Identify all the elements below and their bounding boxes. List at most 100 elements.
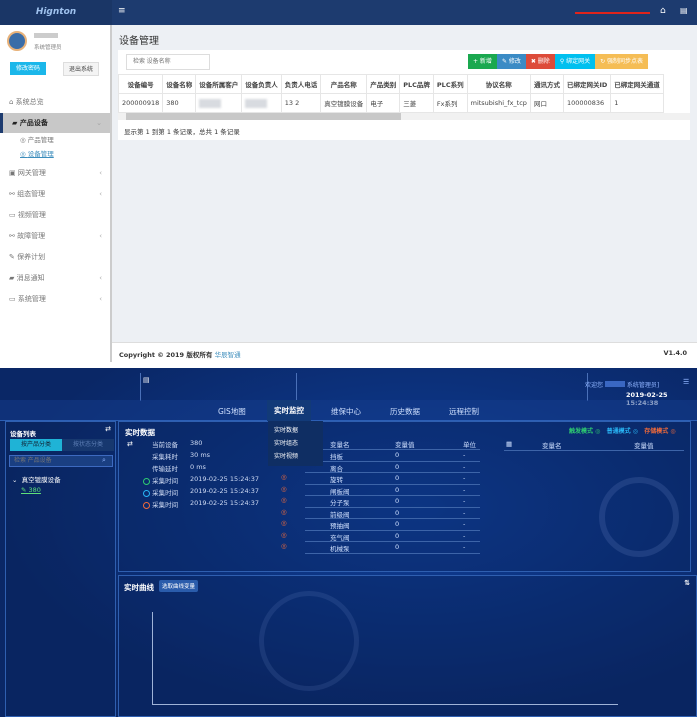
variable-row: ◎ 分子泵 0- <box>281 496 480 508</box>
tab-maintenance[interactable]: 维保中心 <box>331 407 361 416</box>
sidebar-item-system[interactable]: ▭ 系统管理 ‹ <box>9 295 102 303</box>
column-header[interactable]: 已绑定网关通道 <box>610 74 664 94</box>
document-icon[interactable]: ▤ <box>143 376 150 384</box>
alarm-circle-icon: ◎ <box>281 496 287 504</box>
add-button[interactable]: + 新增 <box>468 54 497 69</box>
menu-toggle-icon[interactable]: ≡ <box>118 6 126 16</box>
swap-icon[interactable]: ⇄ <box>127 440 133 448</box>
sidebar-item-messages[interactable]: ▰ 消息通知 ‹ <box>9 274 102 282</box>
realtime-dropdown: 实时数据 实时组态 实时视频 <box>268 421 323 466</box>
dropdown-item-config[interactable]: 实时组态 <box>274 440 299 447</box>
sidebar-item-config[interactable]: ⚯ 组态管理 ‹ <box>9 190 102 198</box>
alarm-circle-icon: ◎ <box>281 473 287 481</box>
wrench-icon: ✎ <box>9 253 18 261</box>
gateway-icon: ▣ <box>9 169 18 177</box>
version: V1.4.0 <box>663 349 687 357</box>
submenu-product-management[interactable]: ◎ 产品管理 <box>20 136 54 144</box>
mode-normal[interactable]: 普通模式 ◎ <box>606 428 638 435</box>
alarm-circle-icon: ◎ <box>281 507 287 516</box>
device-list-panel: 设备列表 ⇄ 按产品分类 按状态分类 ⌕ ⌄ 真空镀膜设备 ✎ 380 <box>5 421 116 717</box>
tab-history[interactable]: 历史数据 <box>390 407 420 416</box>
main-nav: GIS地图 实时监控 维保中心 历史数据 远程控制 <box>0 400 697 421</box>
column-header[interactable]: 已绑定网关ID <box>562 74 612 94</box>
device-table: 设备编号 设备名称 设备所属客户 设备负责人 负责人电话 产品名称 产品类别 PLC品牌 PLC… <box>118 74 664 113</box>
decorative-ring <box>259 591 359 691</box>
pagination-info: 显示第 1 到第 1 条记录，总共 1 条记录 <box>124 128 240 136</box>
dropdown-item-video[interactable]: 实时视频 <box>274 453 299 460</box>
edit-button[interactable]: ✎ 修改 <box>496 54 526 69</box>
alarm-circle-icon: ◎ <box>281 542 287 550</box>
column-header[interactable]: 产品类别 <box>366 74 401 94</box>
mode-legend: 触发模式 ◎ 普通模式 ◎ 存储模式 ◎ <box>569 426 676 435</box>
tree-item-device[interactable]: ✎ 380 <box>21 486 41 494</box>
variable-row: 离合 0- <box>305 462 480 473</box>
sidebar-item-overview[interactable]: ⌂ 系统总览 <box>9 98 44 106</box>
home-icon[interactable]: ⌂ <box>660 6 666 16</box>
monitor-icon: ▭ <box>9 295 18 303</box>
red-arrow-annotation <box>575 12 650 14</box>
variable-row: ◎ 旋转 0- <box>281 473 480 485</box>
collect-time-row: 采集时间 2019-02-25 15:24:37 <box>143 487 259 497</box>
column-header[interactable]: PLC系列 <box>432 74 468 94</box>
bind-gateway-button[interactable]: ⚲ 绑定网关 <box>554 54 596 69</box>
admin-screenshot: ≡ ⌂ ▤ Hignton 系统管理员 修改密码 退出系统 ⌂ 系统总览 ▰ 产… <box>0 0 697 362</box>
sidebar-item-gateway[interactable]: ▣ 网关管理 ‹ <box>9 169 102 177</box>
submenu-device-management[interactable]: ◎ 设备管理 <box>20 150 54 158</box>
variable-row: 挡板 0- <box>305 450 480 462</box>
device-table-box: + 新增 ✎ 修改 ✖ 删除 ⚲ 绑定网关 ↻ 强制同步点表 设备编号设备名称设… <box>118 50 690 140</box>
top-header: ≡ ⌂ ▤ <box>0 0 697 25</box>
menu-icon[interactable]: ☰ <box>683 378 690 386</box>
column-header[interactable]: PLC品牌 <box>399 74 434 94</box>
dropdown-item-data[interactable]: 实时数据 <box>274 427 299 434</box>
curve-y-axis <box>152 612 153 704</box>
sidebar-item-video[interactable]: ▭ 视频管理 <box>9 211 46 219</box>
device-search-input[interactable] <box>126 54 210 70</box>
column-header[interactable]: 设备名称 <box>162 74 197 94</box>
column-header[interactable]: 负责人电话 <box>280 74 322 94</box>
status-circle-icon <box>143 477 150 485</box>
column-header[interactable]: 产品名称 <box>320 74 368 94</box>
tab-realtime[interactable]: 实时监控 <box>267 400 311 421</box>
logout-button[interactable]: 退出系统 <box>63 62 100 76</box>
tab-by-product[interactable]: 按产品分类 <box>10 439 62 451</box>
column-header[interactable]: 通讯方式 <box>529 74 564 94</box>
company-link[interactable]: 华辰智通 <box>214 351 241 359</box>
blurred-customer <box>199 98 222 108</box>
search-icon[interactable]: ⌕ <box>102 456 106 464</box>
username-blurred <box>34 33 58 38</box>
sidebar-item-fault[interactable]: ⚯ 故障管理 ‹ <box>9 232 102 240</box>
mode-trigger[interactable]: 触发模式 ◎ <box>569 428 601 435</box>
horizontal-scrollbar[interactable] <box>118 113 690 120</box>
tree-group[interactable]: ⌄ 真空镀膜设备 <box>12 476 61 484</box>
tab-gis[interactable]: GIS地图 <box>218 407 246 416</box>
avatar <box>7 31 27 51</box>
curve-x-axis <box>152 704 618 705</box>
column-header[interactable]: 设备负责人 <box>241 74 282 94</box>
delete-button[interactable]: ✖ 删除 <box>525 54 555 69</box>
change-password-button[interactable]: 修改密码 <box>10 62 47 75</box>
footer: Copyright © 2019 版权所有 华辰智通 V1.4.0 <box>112 342 697 362</box>
alarm-circle-icon: ◎ <box>281 519 287 527</box>
collect-time-row: 采集时间 2019-02-25 15:24:37 <box>143 475 259 485</box>
mode-storage[interactable]: 存储模式 ◎ <box>644 428 676 435</box>
sidebar-item-product-device[interactable]: ▰ 产品设备 ⌄ <box>0 113 110 133</box>
tab-remote[interactable]: 远程控制 <box>449 407 479 416</box>
swap-icon[interactable]: ⇄ <box>105 425 111 433</box>
column-header[interactable]: 设备所属客户 <box>195 74 243 94</box>
device-search-input[interactable] <box>9 455 113 467</box>
document-icon[interactable]: ▤ <box>680 6 688 15</box>
table-row[interactable]: 200000918 380 13 2 真空镀膜设备 电子 三菱 Fx系列 mit… <box>118 93 664 113</box>
variable-row: ◎ 前级阀 0- <box>281 508 480 519</box>
monitor-icon: ▭ <box>9 211 18 219</box>
select-curve-variable-button[interactable]: 选取曲线变量 <box>159 580 199 592</box>
page-title: 设备管理 <box>119 36 159 47</box>
share-icon: ⚯ <box>9 232 18 240</box>
sort-icon[interactable]: ⇅ <box>684 579 690 587</box>
tab-by-status[interactable]: 按状态分类 <box>62 439 114 451</box>
column-header[interactable]: 设备编号 <box>118 74 164 94</box>
variable-row: ◎ 闸板阀 0- <box>281 485 480 496</box>
column-header[interactable]: 协议名称 <box>466 74 531 94</box>
sidebar-item-maintenance[interactable]: ✎ 保养计划 <box>9 253 46 261</box>
info-row: 采集耗时 30 ms <box>152 451 211 461</box>
force-sync-button[interactable]: ↻ 强制同步点表 <box>595 54 649 69</box>
